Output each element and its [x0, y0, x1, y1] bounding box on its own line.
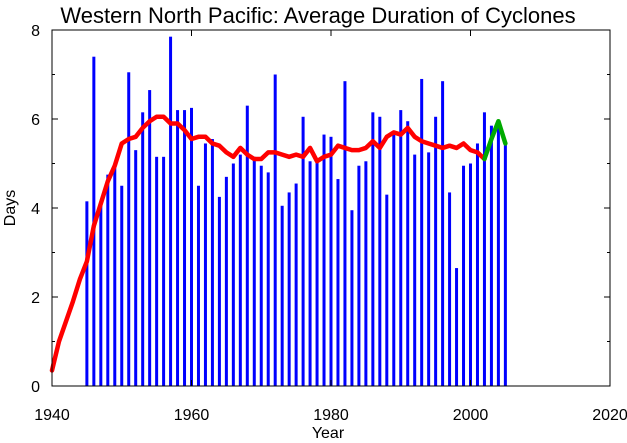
bar-1981: [336, 179, 340, 386]
bar-2003: [489, 125, 493, 387]
bar-1947: [99, 203, 103, 386]
bar-1997: [448, 192, 452, 386]
bar-1973: [280, 205, 284, 386]
bar-1966: [231, 163, 235, 386]
bar-1976: [301, 116, 305, 386]
bar-1962: [203, 143, 207, 386]
bar-1998: [455, 268, 459, 386]
bar-1965: [224, 176, 228, 386]
bar-1970: [259, 165, 263, 386]
y-tick-label-4: 4: [31, 201, 40, 218]
y-tick-label-8: 8: [31, 23, 40, 40]
bar-1968: [245, 105, 249, 387]
bar-1954: [148, 90, 152, 386]
y-axis-label: Days: [2, 190, 19, 226]
bar-1959: [183, 110, 187, 386]
bar-1977: [308, 161, 312, 386]
bar-1979: [322, 134, 326, 386]
bar-1951: [127, 72, 131, 386]
bar-1995: [434, 116, 438, 386]
bar-1974: [287, 192, 291, 386]
bar-1967: [238, 154, 242, 386]
bar-1969: [252, 156, 256, 386]
bar-1949: [113, 165, 117, 386]
bar-1948: [106, 174, 110, 387]
bar-1999: [462, 165, 466, 386]
bar-1985: [364, 161, 368, 386]
x-tick-label-1980: 1980: [313, 407, 349, 424]
y-tick-label-6: 6: [31, 112, 40, 129]
bar-2004: [496, 121, 500, 386]
bar-1961: [196, 185, 200, 386]
y-tick-label-0: 0: [31, 379, 40, 396]
bar-1996: [441, 81, 445, 387]
recent-line: [482, 118, 508, 162]
bar-1955: [155, 156, 159, 386]
bar-1982: [343, 81, 347, 387]
bar-1993: [420, 78, 424, 386]
bar-2001: [475, 143, 479, 386]
bar-1963: [210, 139, 214, 386]
bar-1980: [329, 136, 333, 386]
bar-1957: [169, 36, 173, 387]
x-tick-label-1960: 1960: [174, 407, 210, 424]
bar-2005: [503, 143, 507, 386]
bar-1983: [350, 210, 354, 386]
trend-line: [49, 114, 487, 373]
bar-1972: [273, 74, 277, 386]
bar-1987: [378, 116, 382, 386]
bar-1952: [134, 150, 138, 386]
bar-1992: [413, 154, 417, 386]
bar-1971: [266, 172, 270, 386]
bar-2000: [469, 163, 472, 386]
bar-2002: [482, 112, 486, 386]
bar-1988: [385, 194, 389, 386]
x-tick-label-2020: 2020: [592, 407, 627, 424]
bar-1990: [399, 110, 403, 386]
chart-title: Western North Pacific: Average Duration …: [60, 3, 575, 28]
bar-1989: [392, 134, 396, 386]
x-axis-label: Year: [312, 425, 345, 442]
bar-1950: [120, 185, 124, 386]
y-tick-label-2: 2: [31, 290, 40, 307]
bar-1991: [406, 121, 410, 386]
x-tick-label-1940: 1940: [34, 407, 70, 424]
lines-layer: [49, 114, 508, 373]
bar-1960: [190, 107, 193, 387]
bar-1956: [162, 156, 166, 386]
bar-1984: [357, 165, 361, 386]
bar-1945: [85, 201, 89, 386]
bar-1994: [427, 152, 431, 387]
bar-1958: [176, 110, 180, 386]
bar-1986: [371, 112, 375, 386]
bar-1953: [141, 112, 145, 386]
ticks-layer: 1940 1960 1980 2000 2020 0 2 4 6 8: [31, 23, 627, 424]
bar-1964: [217, 196, 221, 387]
x-tick-label-2000: 2000: [453, 407, 489, 424]
bar-1975: [294, 183, 298, 386]
bar-1978: [315, 161, 319, 386]
bars-layer: [85, 36, 507, 387]
